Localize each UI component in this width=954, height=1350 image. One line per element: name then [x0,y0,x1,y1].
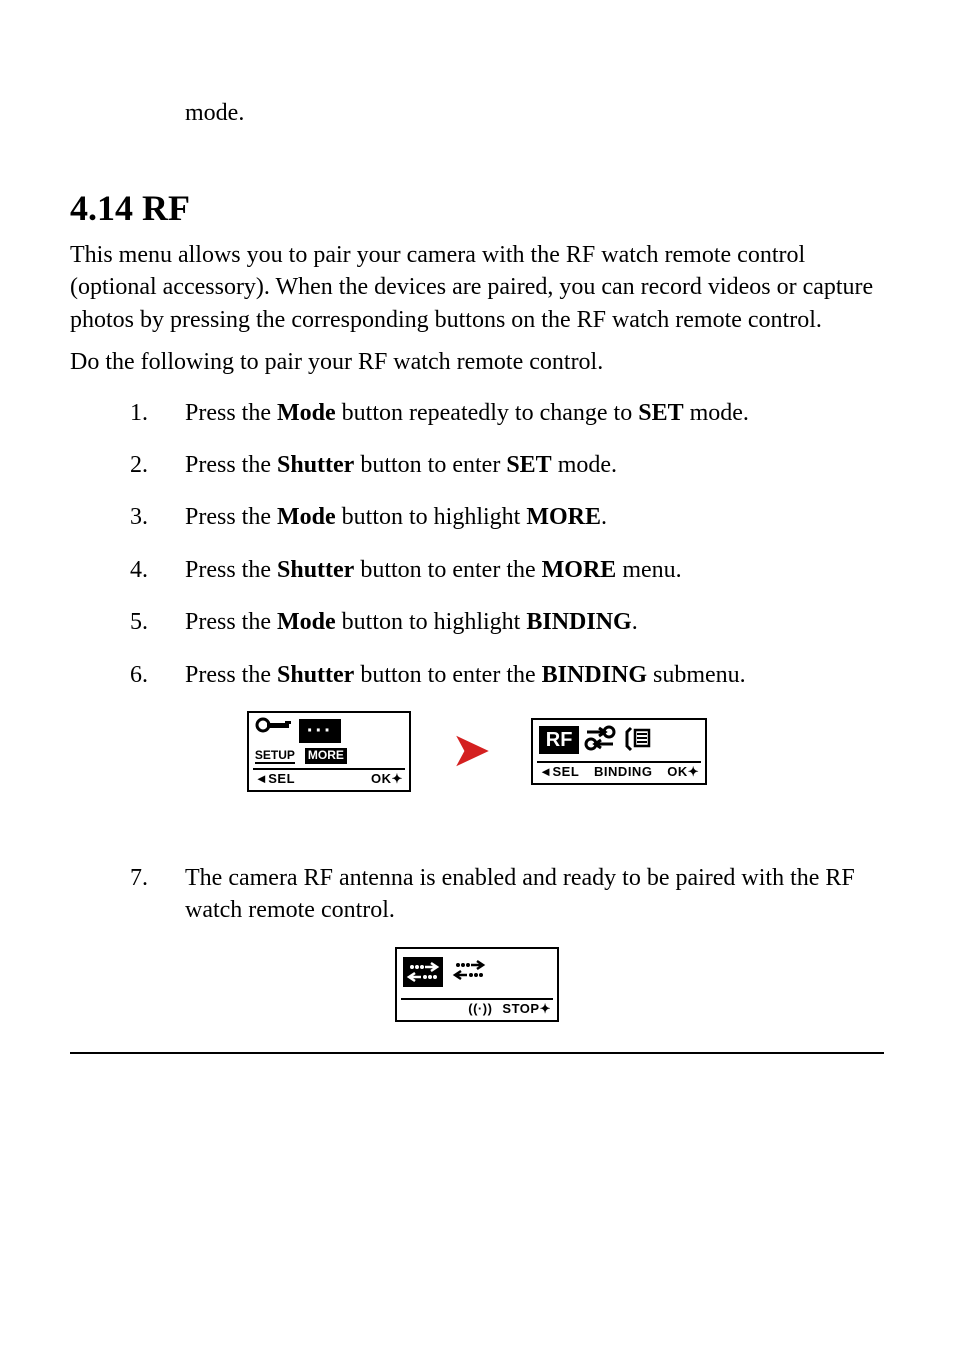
step-bold: Shutter [277,662,354,688]
step-bold: SET [638,400,683,426]
antenna-icon: ((·)) [468,1001,492,1017]
step-bold: Mode [277,609,336,635]
arrow-right-icon: ➤ [451,727,491,775]
rf-label-icon: RF [539,726,579,754]
wrench-icon [255,717,293,746]
step-2: 2. Press the Shutter button to enter SET… [70,449,884,481]
lcd-top-row: RF [533,720,705,759]
step-text: button to enter the [354,662,541,688]
step-body: Press the Shutter button to enter the BI… [185,659,884,691]
step-bold: Mode [277,504,336,530]
ok-indicator: OK✦ [667,764,699,780]
footer-rule [70,1052,884,1054]
lcd-pairing: ((·)) STOP✦ [395,947,559,1022]
lcd-bottom-row: ◄SEL BINDING OK✦ [533,763,705,783]
step-text: . [601,504,607,530]
pair-icon-inverted [403,957,443,987]
lcd-setup-more: ··· SETUP MORE ◄SEL OK✦ [247,711,411,792]
continued-line: mode. [185,100,884,127]
step-text: button to enter [354,452,506,478]
step-1: 1. Press the Mode button repeatedly to c… [70,397,884,429]
page-content: mode. 4.14 RF This menu allows you to pa… [0,0,954,1094]
step-text: mode. [684,400,749,426]
step-body: Press the Mode button to highlight BINDI… [185,606,884,638]
sel-indicator: ◄SEL [539,764,579,780]
section-heading: 4.14 RF [70,187,884,229]
lcd-bottom-row: ((·)) STOP✦ [397,1000,557,1020]
step-5: 5. Press the Mode button to highlight BI… [70,606,884,638]
step-bold: SET [506,452,551,478]
step-bold: BINDING [542,662,647,688]
step-text: menu. [616,557,681,583]
intro-paragraph: This menu allows you to pair your camera… [70,239,884,336]
step-text: submenu. [647,662,746,688]
step-text: button to highlight [336,609,527,635]
step-4: 4. Press the Shutter button to enter the… [70,554,884,586]
step-text: Press the [185,609,277,635]
step-6: 6. Press the Shutter button to enter the… [70,659,884,691]
step-text: Press the [185,557,277,583]
step-number: 6. [130,659,185,691]
step-body: Press the Shutter button to enter the MO… [185,554,884,586]
step-bold: BINDING [526,609,631,635]
steps-list: 1. Press the Mode button repeatedly to c… [70,397,884,1022]
section-title-text: RF [142,188,190,228]
step-number: 5. [130,606,185,638]
instruction-line: Do the following to pair your RF watch r… [70,346,884,378]
step-text: . [632,609,638,635]
lcd-labels: SETUP MORE [249,748,409,766]
more-dots-icon: ··· [299,719,341,743]
step-7: 7. The camera RF antenna is enabled and … [70,862,884,927]
step-text: Press the [185,662,277,688]
step-bold: MORE [526,504,601,530]
step-bold: Shutter [277,557,354,583]
lcd-figure-center: ((·)) STOP✦ [70,947,884,1022]
step-bold: Mode [277,400,336,426]
step-text: Press the [185,504,277,530]
lcd-bottom-row: ◄SEL OK✦ [249,770,409,790]
step-number: 4. [130,554,185,586]
step-body: The camera RF antenna is enabled and rea… [185,862,884,927]
step-body: Press the Shutter button to enter SET mo… [185,449,884,481]
remote-icon [623,724,653,757]
binding-indicator: BINDING [594,764,652,780]
section-number: 4.14 [70,188,133,228]
step-body: Press the Mode button repeatedly to chan… [185,397,884,429]
step-text: button to highlight [336,504,527,530]
lcd-top-row [397,949,557,996]
sel-indicator: ◄SEL [255,771,295,787]
step-text: button to enter the [354,557,541,583]
step-bold: MORE [542,557,617,583]
step-body: Press the Mode button to highlight MORE. [185,501,884,533]
ok-indicator: OK✦ [371,771,403,787]
step-number: 2. [130,449,185,481]
pair-icon-outline [449,955,489,990]
stop-indicator: STOP✦ [502,1001,551,1017]
step-number: 1. [130,397,185,429]
step-3: 3. Press the Mode button to highlight MO… [70,501,884,533]
setup-label: SETUP [255,748,295,764]
lcd-rf-binding: RF [531,718,707,785]
step-text: Press the [185,400,277,426]
step-text: button repeatedly to change to [336,400,639,426]
lcd-figure-row: ··· SETUP MORE ◄SEL OK✦ ➤ RF [70,711,884,792]
step-bold: Shutter [277,452,354,478]
step-text: mode. [552,452,617,478]
more-label: MORE [305,748,347,764]
step-number: 7. [130,862,185,927]
lcd-top-row: ··· [249,713,409,748]
step-number: 3. [130,501,185,533]
step-text: Press the [185,452,277,478]
binding-arrows-icon [583,724,619,757]
